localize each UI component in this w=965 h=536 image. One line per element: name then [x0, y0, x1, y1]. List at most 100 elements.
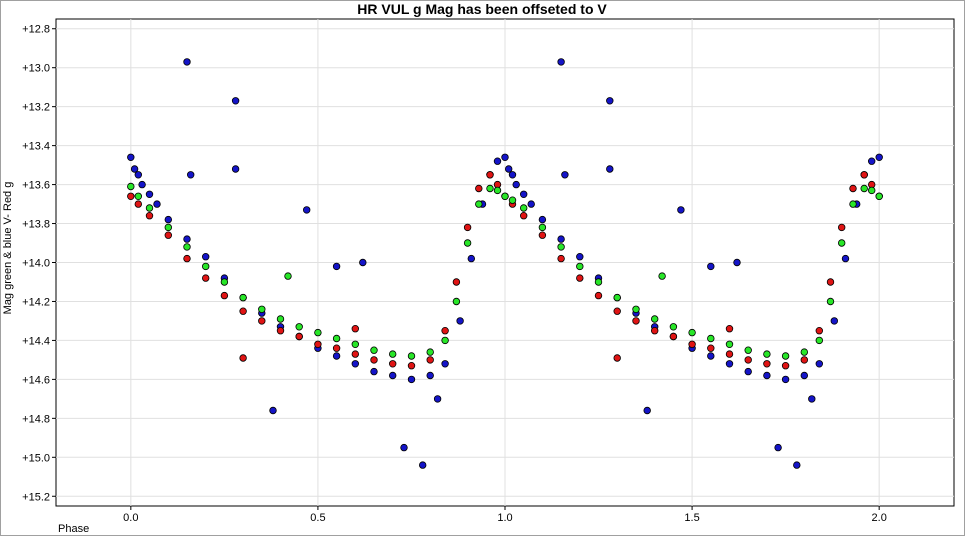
red-data-point	[669, 332, 678, 341]
blue-data-point	[606, 97, 614, 105]
red-data-point	[463, 223, 472, 232]
blue-data-point	[744, 367, 752, 376]
green-data-point	[407, 352, 416, 360]
green-data-point	[868, 186, 876, 195]
blue-data-point	[561, 171, 569, 179]
green-data-point	[651, 315, 659, 323]
green-data-point	[370, 346, 378, 354]
blue-data-point	[359, 258, 367, 267]
red-data-point	[220, 291, 229, 300]
y-tick-label: +15.0	[22, 452, 50, 464]
y-tick-label: +13.8	[22, 219, 50, 231]
red-data-point	[239, 354, 247, 362]
series-3	[127, 182, 883, 360]
green-data-point	[576, 262, 584, 271]
blue-data-point	[332, 262, 341, 271]
red-data-point	[183, 254, 191, 263]
green-data-point	[201, 262, 210, 271]
red-data-point	[800, 356, 808, 364]
green-data-point	[475, 200, 483, 208]
blue-data-point	[512, 180, 520, 189]
x-axis-label: Phase	[58, 523, 89, 535]
green-data-point	[763, 350, 771, 358]
red-data-point	[127, 192, 135, 200]
blue-data-point	[456, 317, 464, 325]
red-data-point	[838, 223, 846, 232]
blue-data-point	[501, 153, 509, 161]
blue-data-point	[707, 352, 715, 360]
red-data-point	[407, 362, 416, 370]
green-data-point	[613, 293, 621, 302]
blue-data-point	[332, 352, 341, 360]
blue-data-point	[527, 200, 535, 208]
blue-data-point	[419, 461, 427, 469]
green-data-point	[145, 204, 154, 212]
green-data-point	[314, 328, 322, 337]
blue-data-point	[303, 206, 311, 214]
y-tick-label: +13.2	[22, 102, 50, 114]
green-data-point	[826, 297, 835, 306]
red-data-point	[351, 350, 359, 358]
red-data-point	[145, 211, 154, 220]
chart-title: HR VUL g Mag has been offseted to V	[357, 1, 607, 17]
blue-data-point	[269, 406, 277, 415]
green-data-point	[295, 323, 303, 331]
blue-data-point	[733, 258, 741, 267]
blue-data-point	[505, 165, 513, 173]
blue-data-point	[781, 375, 790, 384]
red-data-point	[475, 184, 483, 193]
x-tick-label: 1.0	[497, 512, 512, 524]
blue-data-point	[774, 443, 782, 452]
green-data-point	[707, 334, 715, 343]
y-tick-label: +14.8	[22, 413, 50, 425]
green-data-point	[538, 223, 547, 232]
red-data-point	[351, 325, 359, 333]
x-tick-label: 1.5	[684, 512, 699, 524]
red-data-point	[860, 171, 868, 179]
blue-data-point	[606, 165, 614, 173]
green-data-point	[508, 196, 517, 204]
red-data-point	[613, 307, 621, 315]
red-data-point	[441, 327, 449, 335]
red-data-point	[576, 274, 584, 282]
green-data-point	[781, 352, 790, 360]
green-data-point	[463, 239, 472, 247]
green-data-point	[594, 278, 603, 286]
red-data-point	[370, 356, 378, 364]
blue-data-point	[868, 157, 876, 165]
red-data-point	[763, 360, 771, 368]
blue-data-point	[231, 97, 240, 105]
blue-data-point	[186, 171, 195, 179]
red-data-point	[201, 274, 210, 282]
blue-data-point	[576, 253, 584, 261]
green-data-point	[486, 184, 494, 193]
y-tick-label: +12.8	[22, 24, 50, 36]
red-data-point	[486, 171, 494, 179]
x-tick-label: 2.0	[872, 512, 887, 524]
blue-data-point	[231, 165, 240, 173]
red-data-point	[134, 200, 142, 208]
blue-data-point	[127, 153, 135, 161]
red-data-point	[538, 231, 547, 239]
blue-data-point	[145, 190, 154, 198]
red-data-point	[295, 332, 303, 341]
blue-data-point	[164, 215, 172, 224]
red-data-point	[725, 325, 734, 333]
blue-data-point	[183, 58, 191, 66]
red-data-point	[707, 344, 715, 352]
green-data-point	[557, 243, 565, 251]
blue-data-point	[508, 171, 517, 179]
grid-lines	[56, 19, 954, 506]
green-data-point	[134, 192, 142, 200]
green-data-point	[860, 184, 868, 193]
green-data-point	[688, 328, 696, 337]
blue-data-point	[389, 371, 397, 380]
blue-data-point	[557, 58, 565, 66]
green-data-point	[815, 336, 823, 345]
y-tick-label: +13.4	[22, 141, 50, 153]
series-2	[127, 171, 883, 370]
green-data-point	[276, 315, 285, 323]
blue-data-point	[433, 395, 442, 403]
blue-data-point	[808, 395, 816, 403]
